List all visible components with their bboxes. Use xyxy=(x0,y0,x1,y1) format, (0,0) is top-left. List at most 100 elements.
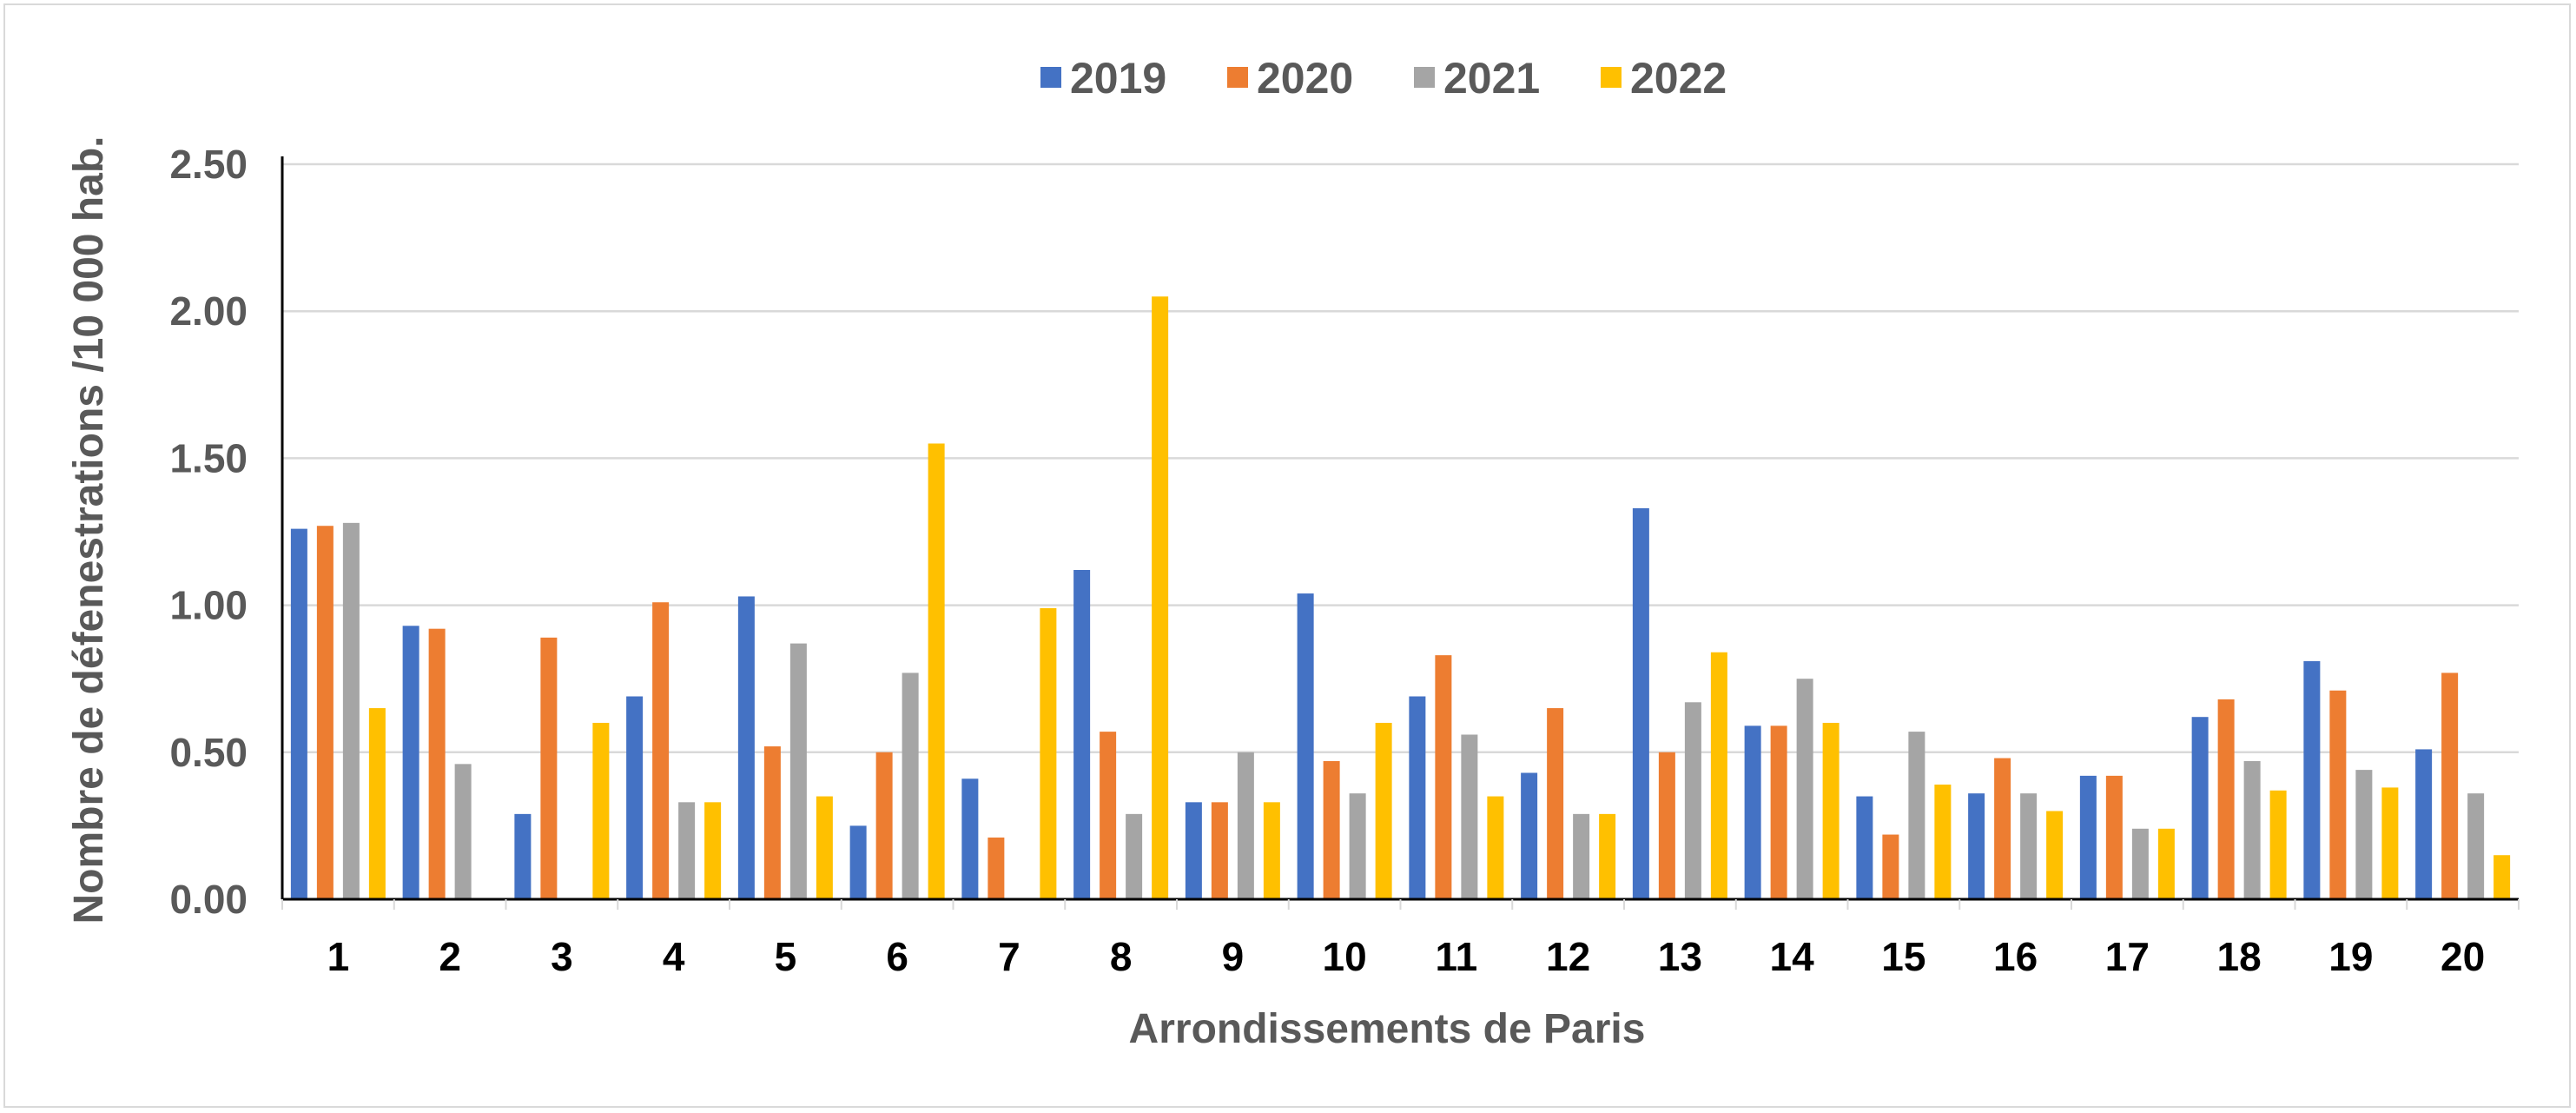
bar-2021-6 xyxy=(902,672,919,899)
y-tick-label: 2.00 xyxy=(169,288,248,334)
y-tick-label: 2.50 xyxy=(169,142,248,187)
x-tick-label: 6 xyxy=(886,934,908,979)
legend: 2019 2020 2021 2022 xyxy=(1040,54,1727,103)
x-tick-label: 19 xyxy=(2328,934,2373,979)
axes xyxy=(281,156,2520,910)
bar-2021-12 xyxy=(1573,813,1590,899)
y-tick-label: 1.00 xyxy=(169,583,248,628)
bar-2020-15 xyxy=(1882,834,1899,899)
legend-label-2022: 2022 xyxy=(1630,54,1727,103)
bar-2022-8 xyxy=(1152,296,1169,899)
x-tick-label: 1 xyxy=(327,934,350,979)
x-tick-label: 13 xyxy=(1658,934,1702,979)
bar-2021-20 xyxy=(2467,793,2485,899)
bar-2020-19 xyxy=(2329,690,2347,899)
bar-2019-20 xyxy=(2415,749,2433,899)
x-tick-label: 2 xyxy=(439,934,461,979)
bar-2019-10 xyxy=(1297,593,1314,899)
y-tick-label: 1.50 xyxy=(169,435,248,480)
bar-2020-14 xyxy=(1770,725,1787,899)
bar-2020-12 xyxy=(1547,708,1564,899)
y-tick-label: 0.50 xyxy=(169,730,248,775)
bar-2021-16 xyxy=(2020,793,2038,899)
x-tick-label: 14 xyxy=(1770,934,1815,979)
bar-2020-8 xyxy=(1100,732,1117,899)
x-axis-title: Arrondissements de Paris xyxy=(1129,1006,1646,1052)
bar-2022-13 xyxy=(1710,652,1727,899)
x-tick-label: 5 xyxy=(775,934,797,979)
x-tick-label: 16 xyxy=(1993,934,2038,979)
bar-2019-12 xyxy=(1521,772,1538,899)
x-tick-label: 20 xyxy=(2441,934,2485,979)
bar-2019-1 xyxy=(290,528,307,899)
x-tick-label: 12 xyxy=(1546,934,1590,979)
bar-2021-10 xyxy=(1349,793,1366,899)
bar-2020-2 xyxy=(428,628,446,899)
bar-2019-19 xyxy=(2303,660,2321,899)
y-axis-title: Nombre de défenestrations /10 000 hab. xyxy=(66,136,112,924)
bar-2020-18 xyxy=(2217,699,2235,899)
bar-2022-5 xyxy=(816,796,833,899)
x-tick-label: 8 xyxy=(1110,934,1133,979)
bar-2022-20 xyxy=(2493,855,2511,899)
legend-swatch-2022 xyxy=(1601,67,1622,88)
bar-2021-17 xyxy=(2131,828,2149,899)
bar-2019-3 xyxy=(514,813,532,899)
bar-2021-9 xyxy=(1237,752,1254,899)
bar-2020-6 xyxy=(875,752,893,899)
legend-label-2019: 2019 xyxy=(1070,54,1166,103)
x-tick-label: 11 xyxy=(1436,934,1478,979)
bar-2019-16 xyxy=(1968,793,1985,899)
bar-2021-1 xyxy=(342,522,360,899)
bar-2019-6 xyxy=(849,825,867,899)
bar-2019-5 xyxy=(737,596,755,899)
bars xyxy=(290,296,2511,900)
bar-2019-13 xyxy=(1632,507,1649,899)
bar-2019-4 xyxy=(626,696,644,899)
bar-2022-7 xyxy=(1040,607,1057,899)
bar-2019-18 xyxy=(2191,717,2209,899)
bar-2021-5 xyxy=(789,643,807,899)
bar-2022-4 xyxy=(704,802,722,899)
bar-2022-18 xyxy=(2269,790,2287,899)
bar-2022-17 xyxy=(2157,828,2175,899)
bar-2020-7 xyxy=(987,837,1005,899)
bar-2021-18 xyxy=(2243,760,2261,899)
bar-2020-17 xyxy=(2105,775,2123,899)
bar-2021-4 xyxy=(678,802,696,899)
bar-2021-14 xyxy=(1796,679,1813,899)
bar-2022-16 xyxy=(2046,811,2064,899)
bar-2020-3 xyxy=(540,637,558,899)
bar-2020-10 xyxy=(1323,760,1340,899)
bar-2022-12 xyxy=(1599,813,1616,899)
bar-2021-13 xyxy=(1684,702,1701,899)
bar-2019-9 xyxy=(1185,802,1202,899)
bar-2020-16 xyxy=(1994,758,2011,899)
legend-swatch-2019 xyxy=(1040,67,1061,88)
bar-2021-11 xyxy=(1461,734,1478,899)
bar-2019-17 xyxy=(2079,775,2097,899)
bar-2022-3 xyxy=(592,722,610,899)
legend-swatch-2020 xyxy=(1227,67,1248,88)
bar-2019-11 xyxy=(1409,696,1426,899)
legend-swatch-2021 xyxy=(1414,67,1435,88)
bar-2019-14 xyxy=(1744,725,1761,899)
x-tick-label: 9 xyxy=(1222,934,1245,979)
bar-2020-4 xyxy=(652,602,670,899)
legend-label-2020: 2020 xyxy=(1257,54,1353,103)
x-tick-label: 17 xyxy=(2105,934,2150,979)
x-tick-labels: 1 2 3 4 5 6 7 8 9 10 11 12 13 14 15 16 17 18 19 20 xyxy=(327,934,2486,979)
bar-2020-13 xyxy=(1658,752,1675,899)
y-tick-label: 0.00 xyxy=(169,877,248,922)
bar-2019-2 xyxy=(402,626,419,899)
bar-2019-15 xyxy=(1856,796,1873,899)
bar-2021-19 xyxy=(2355,770,2373,899)
bar-2019-8 xyxy=(1073,569,1091,899)
bar-2019-7 xyxy=(961,778,979,899)
bar-2020-5 xyxy=(763,746,781,899)
bar-2022-1 xyxy=(368,708,386,899)
bar-2022-6 xyxy=(928,443,945,900)
x-tick-label: 4 xyxy=(663,934,685,979)
bar-2022-19 xyxy=(2381,787,2399,899)
